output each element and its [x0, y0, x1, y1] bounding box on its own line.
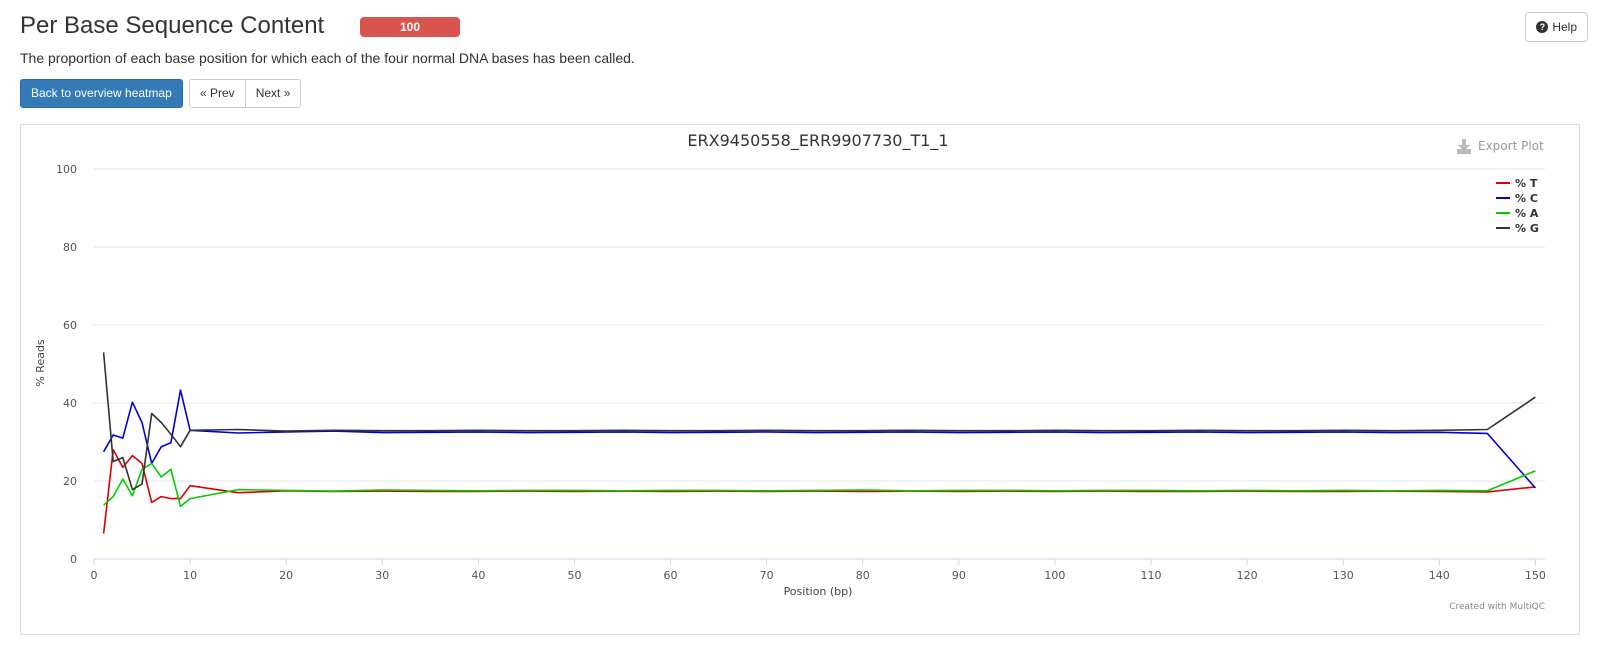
- x-tick-label: 50: [567, 569, 581, 582]
- export-plot-button[interactable]: Export Plot: [1457, 139, 1544, 154]
- x-tick-label: 80: [856, 569, 870, 582]
- y-tick-label: 60: [63, 319, 77, 332]
- y-tick-label: 80: [63, 241, 77, 254]
- export-plot-label: Export Plot: [1478, 139, 1544, 153]
- grid-lines: [94, 168, 1545, 560]
- x-tick-label: 70: [760, 569, 774, 582]
- legend-item[interactable]: % G: [1515, 222, 1539, 235]
- x-tick-label: 120: [1237, 569, 1258, 582]
- legend-item[interactable]: % A: [1515, 207, 1539, 220]
- series-line[interactable]: [102, 352, 1536, 491]
- prev-button[interactable]: « Prev: [200, 86, 235, 100]
- next-button[interactable]: Next »: [244, 80, 301, 107]
- series-line[interactable]: [102, 389, 1537, 489]
- chart-legend: % T % C % A % G: [1496, 177, 1539, 235]
- x-tick-label: 90: [952, 569, 966, 582]
- x-tick-label: 110: [1141, 569, 1162, 582]
- y-tick-label: 0: [70, 553, 77, 566]
- back-to-overview-button[interactable]: Back to overview heatmap: [20, 79, 183, 108]
- chart-title: ERX9450558_ERR9907730_T1_1: [687, 131, 948, 151]
- page-description: The proportion of each base position for…: [20, 50, 635, 66]
- y-axis-ticks: 0 20 40 60 80 100: [56, 163, 77, 566]
- help-label: Help: [1552, 20, 1577, 34]
- x-tick-label: 10: [183, 569, 197, 582]
- legend-item[interactable]: % C: [1515, 192, 1538, 205]
- legend-item[interactable]: % T: [1515, 177, 1538, 190]
- created-with-credit: Created with MultiQC: [1449, 602, 1545, 612]
- y-axis-label: % Reads: [34, 339, 47, 387]
- plot-container: 0 20 40 60 80 100 0 10 20 30 40 50 60 70 80 90 100 110 12…: [20, 124, 1580, 635]
- x-tick-label: 100: [1044, 569, 1065, 582]
- x-tick-label: 30: [375, 569, 389, 582]
- pager-button-group: « Prev Next »: [189, 79, 302, 108]
- page-title: Per Base Sequence Content: [20, 12, 325, 39]
- x-tick-label: 140: [1429, 569, 1450, 582]
- y-tick-label: 40: [63, 397, 77, 410]
- x-tick-label: 60: [664, 569, 678, 582]
- question-circle-icon: ?: [1536, 21, 1549, 33]
- y-tick-label: 20: [63, 475, 77, 488]
- status-badge: 100: [360, 17, 460, 37]
- help-button[interactable]: ? Help: [1525, 12, 1588, 42]
- x-tick-label: 0: [91, 569, 98, 582]
- x-axis-ticks: 0 10 20 30 40 50 60 70 80 90 100 110 120 130 140 150: [91, 558, 1546, 582]
- x-tick-label: 150: [1525, 569, 1546, 582]
- series-line[interactable]: [103, 462, 1536, 508]
- y-tick-label: 100: [56, 163, 77, 176]
- x-tick-label: 20: [279, 569, 293, 582]
- line-chart: 0 20 40 60 80 100 0 10 20 30 40 50 60 70 80 90 100 110 12…: [34, 131, 1546, 612]
- download-icon: [1457, 139, 1471, 154]
- series-line[interactable]: [102, 448, 1536, 534]
- x-tick-label: 130: [1333, 569, 1354, 582]
- x-axis-label: Position (bp): [784, 585, 853, 598]
- series-lines: [102, 352, 1537, 534]
- x-tick-label: 40: [471, 569, 485, 582]
